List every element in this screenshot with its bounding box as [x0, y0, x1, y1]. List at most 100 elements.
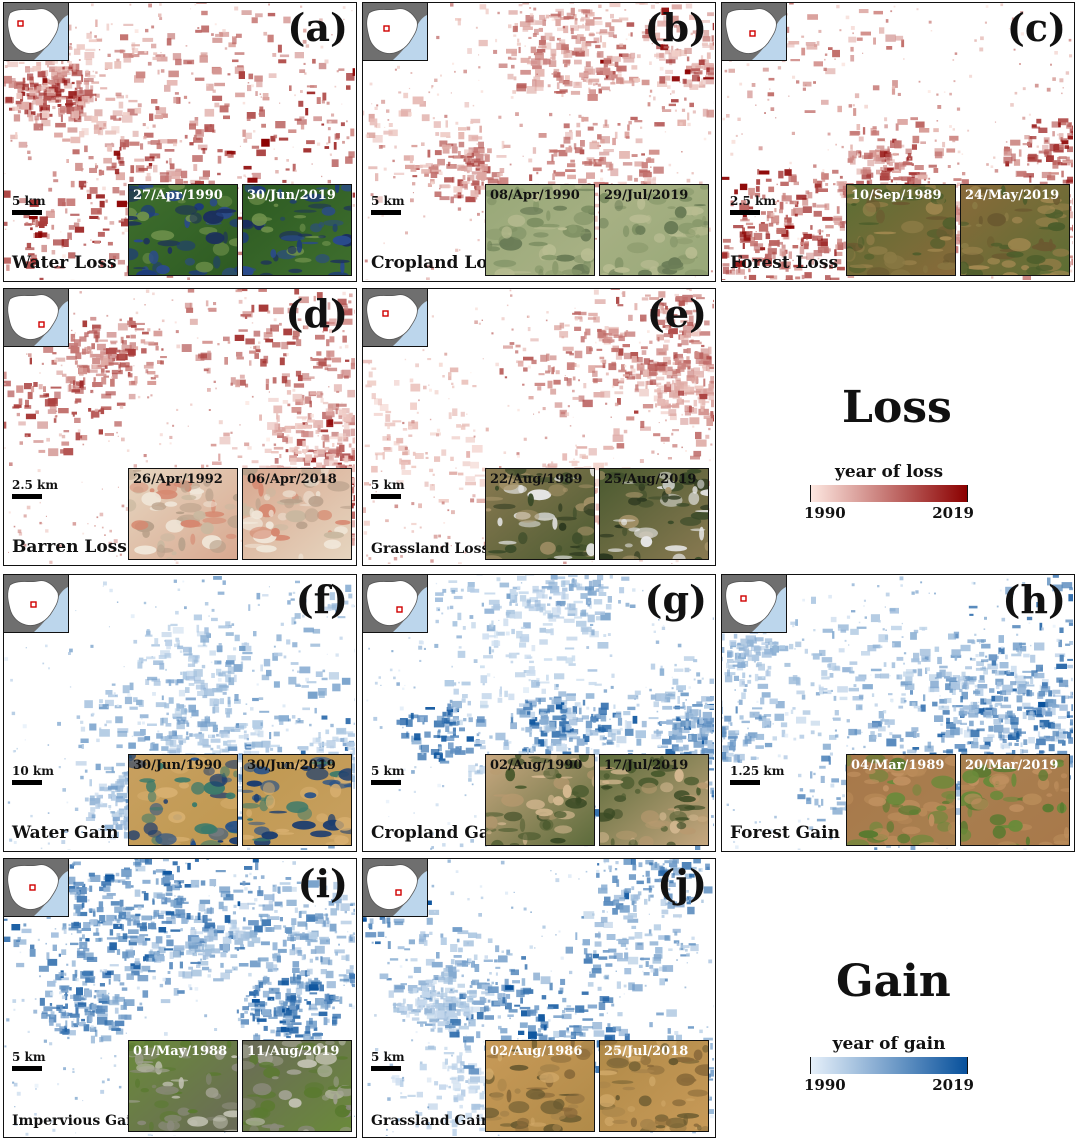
- scale-bar: 2.5 km: [12, 478, 58, 499]
- satellite-thumbnail-before: 08/Apr/1990: [485, 184, 595, 276]
- gain-legend-max: 2019: [932, 1076, 974, 1094]
- china-locator-inset: [363, 289, 428, 347]
- panel-forest-gain: (h) 1.25 km Forest Gain 04/Mar/1989 20/Mar/2…: [721, 574, 1075, 852]
- loss-color-ramp: [810, 485, 968, 502]
- satellite-thumbnail-after: 30/Jun/2019: [242, 754, 352, 846]
- gain-legend-min: 1990: [804, 1076, 846, 1094]
- gain-legend: year of gain 1990 2019: [804, 1034, 974, 1094]
- acquisition-date: 22/Aug/1989: [490, 472, 583, 487]
- acquisition-date: 02/Aug/1986: [490, 1044, 583, 1059]
- scale-bar: 5 km: [371, 478, 405, 499]
- satellite-thumbnail-before: 26/Apr/1992: [128, 468, 238, 560]
- china-locator-inset: [363, 859, 428, 917]
- acquisition-date: 10/Sep/1989: [851, 188, 942, 203]
- scale-bar: 5 km: [371, 194, 405, 215]
- change-map: [722, 3, 1073, 280]
- satellite-thumbnail-after: 20/Mar/2019: [960, 754, 1070, 846]
- panel-grassland-gain: (j) 5 km Grassland Gain 02/Aug/1986 25/Jul/2…: [362, 858, 716, 1138]
- satellite-thumbnail-before: 02/Aug/1986: [485, 1040, 595, 1132]
- acquisition-date: 27/Apr/1990: [133, 188, 223, 203]
- panel-letter: (g): [644, 577, 707, 622]
- satellite-thumbnail-before: 04/Mar/1989: [846, 754, 956, 846]
- gain-color-ramp: [810, 1057, 968, 1074]
- panel-cropland-gain: (g) 5 km Cropland Gain 02/Aug/1990 17/Jul/20…: [362, 574, 716, 852]
- panel-label: Forest Gain: [730, 823, 840, 843]
- acquisition-date: 25/Jul/2018: [604, 1044, 689, 1059]
- china-locator-inset: [4, 289, 69, 347]
- china-locator-inset: [4, 3, 69, 61]
- panel-barren-loss: (d) 2.5 km Barren Loss 26/Apr/1992 06/Apr/20…: [3, 288, 357, 566]
- gain-legend-title: year of gain: [832, 1034, 946, 1054]
- acquisition-date: 20/Mar/2019: [965, 758, 1059, 773]
- change-map: [4, 859, 355, 1136]
- satellite-thumbnail-before: 10/Sep/1989: [846, 184, 956, 276]
- scale-bar: 2.5 km: [730, 194, 776, 215]
- acquisition-date: 30/Jun/2019: [247, 758, 336, 773]
- scale-bar-label: 5 km: [12, 1050, 46, 1064]
- scale-bar-label: 1.25 km: [730, 764, 785, 778]
- satellite-thumbnail-after: 06/Apr/2018: [242, 468, 352, 560]
- panel-impervious-gain: (i) 5 km Impervious Gain 01/May/1988 11/Aug/…: [3, 858, 357, 1138]
- china-locator-inset: [722, 575, 787, 633]
- satellite-thumbnail-after: 30/Jun/2019: [242, 184, 352, 276]
- acquisition-date: 06/Apr/2018: [247, 472, 337, 487]
- panel-letter: (b): [644, 5, 707, 50]
- acquisition-date: 17/Jul/2019: [604, 758, 689, 773]
- china-locator-inset: [4, 859, 69, 917]
- china-locator-inset: [363, 575, 428, 633]
- panel-letter: (h): [1002, 577, 1066, 622]
- panel-label: Grassland Gain: [371, 1113, 491, 1129]
- acquisition-date: 08/Apr/1990: [490, 188, 580, 203]
- loss-legend-max: 2019: [932, 504, 974, 522]
- satellite-thumbnail-before: 02/Aug/1990: [485, 754, 595, 846]
- panel-water-gain: (f) 10 km Water Gain 30/Jun/1990 30/Jun/2019: [3, 574, 357, 852]
- loss-legend-title: year of loss: [834, 462, 944, 482]
- scale-bar-label: 5 km: [12, 194, 46, 208]
- satellite-thumbnail-after: 29/Jul/2019: [599, 184, 709, 276]
- panel-label: Cropland Gain: [371, 823, 509, 843]
- satellite-thumbnail-after: 25/Aug/2019: [599, 468, 709, 560]
- loss-legend-min: 1990: [804, 504, 846, 522]
- china-locator-inset: [363, 3, 428, 61]
- loss-legend: year of loss 1990 2019: [804, 462, 974, 522]
- scale-bar-label: 5 km: [371, 194, 405, 208]
- gain-heading: Gain: [836, 956, 951, 1007]
- panel-label: Grassland Loss: [371, 541, 490, 557]
- china-locator-inset: [722, 3, 787, 61]
- satellite-thumbnail-after: 25/Jul/2018: [599, 1040, 709, 1132]
- panel-label: Water Gain: [12, 823, 119, 843]
- acquisition-date: 30/Jun/2019: [247, 188, 336, 203]
- satellite-thumbnail-before: 30/Jun/1990: [128, 754, 238, 846]
- acquisition-date: 26/Apr/1992: [133, 472, 223, 487]
- acquisition-date: 30/Jun/1990: [133, 758, 222, 773]
- panel-letter: (e): [646, 291, 707, 336]
- panel-label: Barren Loss: [12, 537, 127, 557]
- satellite-thumbnail-before: 27/Apr/1990: [128, 184, 238, 276]
- scale-bar: 5 km: [12, 194, 46, 215]
- panel-letter: (j): [657, 861, 707, 906]
- panel-cropland-loss: (b) 5 km Cropland Loss 08/Apr/1990 29/Jul/20…: [362, 2, 716, 282]
- acquisition-date: 11/Aug/2019: [247, 1044, 340, 1059]
- china-locator-inset: [4, 575, 69, 633]
- panel-letter: (c): [1006, 5, 1066, 50]
- scale-bar: 5 km: [371, 764, 405, 785]
- panel-letter: (a): [287, 5, 348, 50]
- scale-bar: 10 km: [12, 764, 54, 785]
- loss-heading: Loss: [842, 382, 952, 433]
- acquisition-date: 25/Aug/2019: [604, 472, 697, 487]
- scale-bar-label: 5 km: [371, 1050, 405, 1064]
- scale-bar: 1.25 km: [730, 764, 784, 785]
- panel-label: Impervious Gain: [12, 1113, 142, 1129]
- satellite-thumbnail-before: 22/Aug/1989: [485, 468, 595, 560]
- scale-bar: 5 km: [371, 1050, 405, 1071]
- panel-label: Cropland Loss: [371, 253, 507, 273]
- satellite-thumbnail-after: 24/May/2019: [960, 184, 1070, 276]
- panel-letter: (f): [295, 577, 348, 622]
- panel-label: Water Loss: [12, 253, 117, 273]
- scale-bar: 5 km: [12, 1050, 46, 1071]
- panel-label: Forest Loss: [730, 253, 839, 273]
- scale-bar-label: 2.5 km: [12, 478, 59, 492]
- scale-bar-label: 2.5 km: [730, 194, 777, 208]
- panel-letter: (d): [285, 291, 348, 336]
- scale-bar-label: 10 km: [12, 764, 54, 778]
